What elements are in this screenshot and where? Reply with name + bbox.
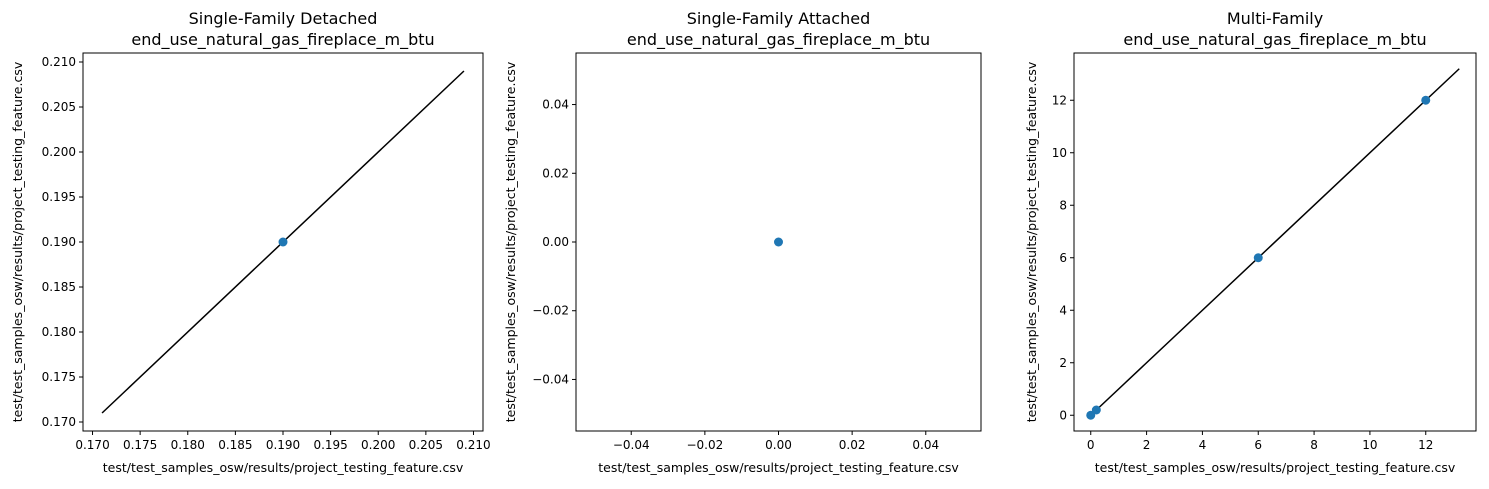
- x-axis-label: test/test_samples_osw/results/project_te…: [598, 460, 959, 475]
- x-tick-label: 4: [1199, 438, 1207, 452]
- x-tick-label: 0.180: [171, 438, 205, 452]
- y-tick-label: 0.04: [542, 98, 569, 112]
- subplot-3: Multi-Family end_use_natural_gas_fireplac…: [1024, 9, 1477, 475]
- subplot-title: Single-Family Detached: [189, 9, 378, 28]
- x-tick-label: 0.185: [218, 438, 252, 452]
- x-tick-label: 0.210: [456, 438, 490, 452]
- x-tick-label: 2: [1143, 438, 1151, 452]
- y-tick-label: 6: [1059, 251, 1067, 265]
- x-tick-label: 0.200: [361, 438, 395, 452]
- x-tick-label: 0.02: [839, 438, 866, 452]
- y-axis-label: test/test_samples_osw/results/project_te…: [503, 61, 518, 422]
- y-tick-label: 4: [1059, 303, 1067, 317]
- y-axis-label: test/test_samples_osw/results/project_te…: [10, 61, 25, 422]
- x-axis-label: test/test_samples_osw/results/project_te…: [103, 460, 464, 475]
- y-tick-label: 2: [1059, 356, 1067, 370]
- x-tick-label: 0.04: [912, 438, 939, 452]
- data-point: [1253, 253, 1263, 263]
- y-tick-label: 8: [1059, 198, 1067, 212]
- y-tick-label: 0.195: [42, 190, 76, 204]
- y-tick-label: 0.02: [542, 166, 569, 180]
- y-tick-label: 10: [1052, 146, 1067, 160]
- subplot-subtitle: end_use_natural_gas_fireplace_m_btu: [131, 30, 434, 50]
- y-tick-label: 0.180: [42, 325, 76, 339]
- y-tick-label: 0.210: [42, 55, 76, 69]
- data-point: [1091, 405, 1101, 415]
- x-tick-label: 6: [1254, 438, 1262, 452]
- x-tick-label: −0.04: [613, 438, 650, 452]
- x-tick-label: 0: [1087, 438, 1095, 452]
- y-axis-label: test/test_samples_osw/results/project_te…: [1024, 61, 1039, 422]
- y-tick-label: 0.00: [542, 235, 569, 249]
- data-point: [278, 237, 288, 247]
- y-tick-label: 0.185: [42, 280, 76, 294]
- subplot-subtitle: end_use_natural_gas_fireplace_m_btu: [1123, 30, 1426, 50]
- y-tick-label: 0.200: [42, 145, 76, 159]
- subplot-title: Single-Family Attached: [687, 9, 870, 28]
- x-axis-label: test/test_samples_osw/results/project_te…: [1095, 460, 1456, 475]
- reference-line: [1090, 68, 1460, 416]
- y-tick-label: 0.175: [42, 370, 76, 384]
- subplot-1: Single-Family Detached end_use_natural_ga…: [10, 9, 491, 475]
- x-tick-label: 10: [1362, 438, 1377, 452]
- data-point: [774, 237, 783, 247]
- subplot-subtitle: end_use_natural_gas_fireplace_m_btu: [627, 30, 930, 50]
- y-tick-label: −0.02: [532, 304, 569, 318]
- x-tick-label: 0.195: [313, 438, 347, 452]
- x-tick-label: −0.02: [686, 438, 723, 452]
- x-tick-label: 8: [1310, 438, 1318, 452]
- subplot-2: Single-Family Attached end_use_natural_ga…: [503, 9, 982, 475]
- x-tick-label: 0.190: [266, 438, 300, 452]
- y-tick-label: −0.04: [532, 372, 569, 386]
- x-tick-label: 0.175: [123, 438, 157, 452]
- axes-frame: [1073, 52, 1477, 432]
- x-tick-label: 0.205: [409, 438, 443, 452]
- x-tick-label: 0.00: [765, 438, 792, 452]
- data-point: [1421, 95, 1431, 105]
- y-tick-label: 0.205: [42, 100, 76, 114]
- x-tick-label: 12: [1418, 438, 1433, 452]
- subplot-title: Multi-Family: [1227, 9, 1323, 28]
- y-tick-label: 0: [1059, 408, 1067, 422]
- y-tick-label: 0.170: [42, 415, 76, 429]
- y-tick-label: 0.190: [42, 235, 76, 249]
- x-tick-label: 0.170: [75, 438, 109, 452]
- y-tick-label: 12: [1052, 93, 1067, 107]
